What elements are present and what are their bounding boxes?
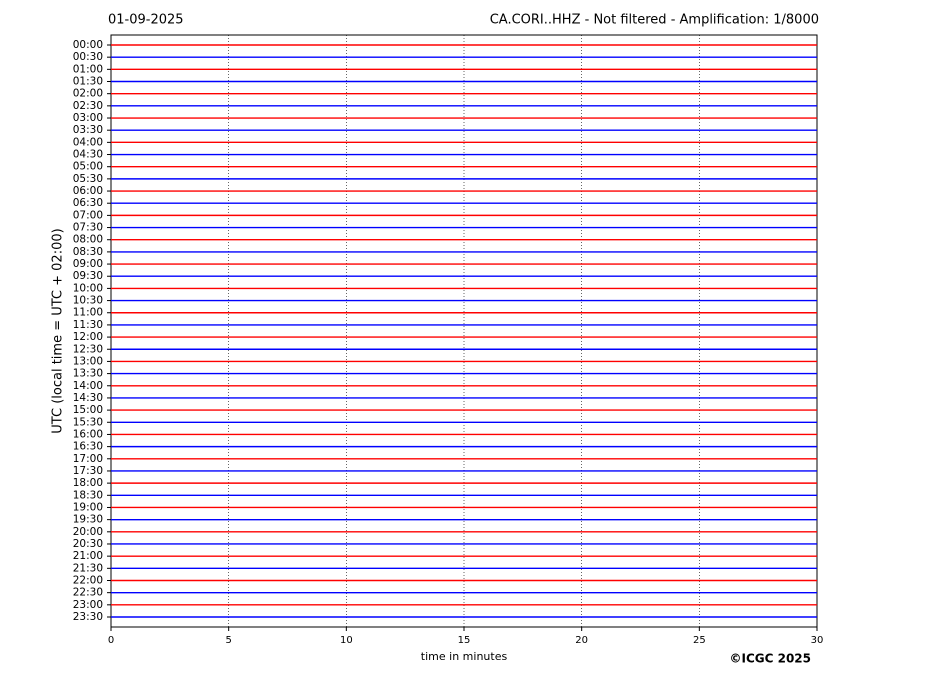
y-tick-label: 00:30 — [73, 51, 103, 63]
x-axis-label: time in minutes — [421, 650, 508, 663]
y-tick-label: 14:30 — [73, 392, 103, 404]
y-tick-label: 23:00 — [73, 599, 103, 611]
y-tick-label: 16:30 — [73, 441, 103, 453]
plot-frame — [110, 34, 818, 628]
y-tick-label: 04:00 — [73, 136, 103, 148]
y-tick-label: 19:30 — [73, 514, 103, 526]
x-tick-label: 15 — [458, 635, 471, 646]
y-tick-label: 16:00 — [73, 428, 103, 440]
chart-title: CA.CORI..HHZ - Not filtered - Amplificat… — [490, 13, 819, 28]
y-tick-label: 14:00 — [73, 380, 103, 392]
y-tick-label: 06:00 — [73, 185, 103, 197]
y-tick-label: 12:30 — [73, 343, 103, 355]
y-tick-label: 08:30 — [73, 246, 103, 258]
y-tick-label: 18:30 — [73, 489, 103, 501]
y-tick-label: 06:30 — [73, 197, 103, 209]
y-axis-label: UTC (local time = UTC + 02:00) — [51, 228, 66, 433]
y-tick-label: 07:00 — [73, 209, 103, 221]
y-tick-label: 09:30 — [73, 270, 103, 282]
y-tick-label: 02:00 — [73, 88, 103, 100]
y-tick-label: 05:30 — [73, 173, 103, 185]
y-tick-label: 00:00 — [73, 39, 103, 51]
y-tick-label: 03:00 — [73, 112, 103, 124]
y-tick-label: 01:30 — [73, 76, 103, 88]
y-tick-label: 07:30 — [73, 222, 103, 234]
y-tick-label: 15:30 — [73, 416, 103, 428]
y-tick-label: 10:00 — [73, 282, 103, 294]
y-tick-label: 23:30 — [73, 611, 103, 623]
y-tick-label: 20:30 — [73, 538, 103, 550]
x-tick-label: 30 — [811, 635, 824, 646]
y-tick-label: 03:30 — [73, 124, 103, 136]
y-tick-label: 11:30 — [73, 319, 103, 331]
y-tick-label: 09:00 — [73, 258, 103, 270]
y-tick-label: 19:00 — [73, 501, 103, 513]
y-tick-label: 11:00 — [73, 307, 103, 319]
y-tick-label: 04:30 — [73, 149, 103, 161]
y-tick-label: 22:00 — [73, 574, 103, 586]
y-tick-label: 22:30 — [73, 587, 103, 599]
x-tick-label: 25 — [693, 635, 706, 646]
x-tick-label: 20 — [575, 635, 588, 646]
y-tick-label: 18:00 — [73, 477, 103, 489]
y-tick-label: 15:00 — [73, 404, 103, 416]
y-tick-label: 21:30 — [73, 562, 103, 574]
x-tick-label: 0 — [108, 635, 114, 646]
y-tick-label: 02:30 — [73, 100, 103, 112]
y-tick-label: 05:00 — [73, 161, 103, 173]
y-tick-label: 21:00 — [73, 550, 103, 562]
y-tick-label: 13:00 — [73, 355, 103, 367]
x-tick-label: 10 — [340, 635, 353, 646]
x-tick-label: 5 — [225, 635, 231, 646]
y-tick-label: 20:00 — [73, 526, 103, 538]
y-tick-label: 17:30 — [73, 465, 103, 477]
y-tick-label: 10:30 — [73, 295, 103, 307]
y-tick-label: 08:00 — [73, 234, 103, 246]
y-tick-label: 12:00 — [73, 331, 103, 343]
y-tick-label: 17:00 — [73, 453, 103, 465]
chart-date: 01-09-2025 — [108, 13, 184, 28]
y-tick-label: 13:30 — [73, 368, 103, 380]
y-tick-label: 01:00 — [73, 63, 103, 75]
copyright: ©ICGC 2025 — [729, 652, 811, 666]
